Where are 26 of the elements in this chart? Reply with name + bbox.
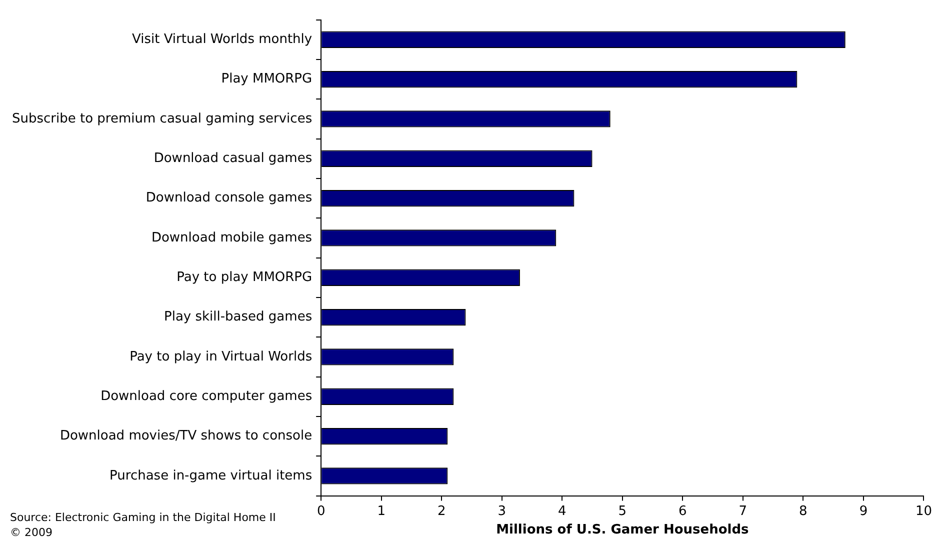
y-tick-label: Download movies/TV shows to console <box>60 428 312 444</box>
x-tick-label: 5 <box>618 504 627 519</box>
text: © 2009 <box>10 526 52 539</box>
x-tick-label: 8 <box>799 504 808 519</box>
x-tick-label: 6 <box>678 504 687 519</box>
x-tick-label: 7 <box>738 504 748 519</box>
y-tick-label: Play skill-based games <box>164 310 312 325</box>
y-tick-label: Pay to play in Virtual Worlds <box>130 349 312 364</box>
x-tick-label: 0 <box>316 504 326 519</box>
y-tick-label: Download console games <box>146 190 312 206</box>
y-tick-label: Download casual games <box>154 151 312 166</box>
y-tick-label: Download mobile games <box>151 230 312 246</box>
y-tick-label: Purchase in-game virtual items <box>110 468 312 484</box>
source-note: Source: Electronic Gaming in the Digital Home II <box>10 511 276 524</box>
x-axis-title: Millions of U.S. Gamer Households <box>496 522 750 538</box>
y-tick-label: Pay to play MMORPG <box>176 270 312 286</box>
x-tick-label: 2 <box>437 504 446 519</box>
x-tick-label: 10 <box>915 504 932 519</box>
x-tick-label: 1 <box>377 504 386 519</box>
y-tick-label: Download core computer games <box>100 389 312 404</box>
x-tick-label: 4 <box>558 504 566 519</box>
x-tick-label: 9 <box>859 504 868 519</box>
y-tick-label: Visit Virtual Worlds monthly <box>132 32 312 48</box>
y-tick-label: Subscribe to premium casual gaming services <box>12 111 312 126</box>
y-tick-label: Play MMORPG <box>221 72 312 87</box>
x-tick-label: 3 <box>498 504 506 519</box>
